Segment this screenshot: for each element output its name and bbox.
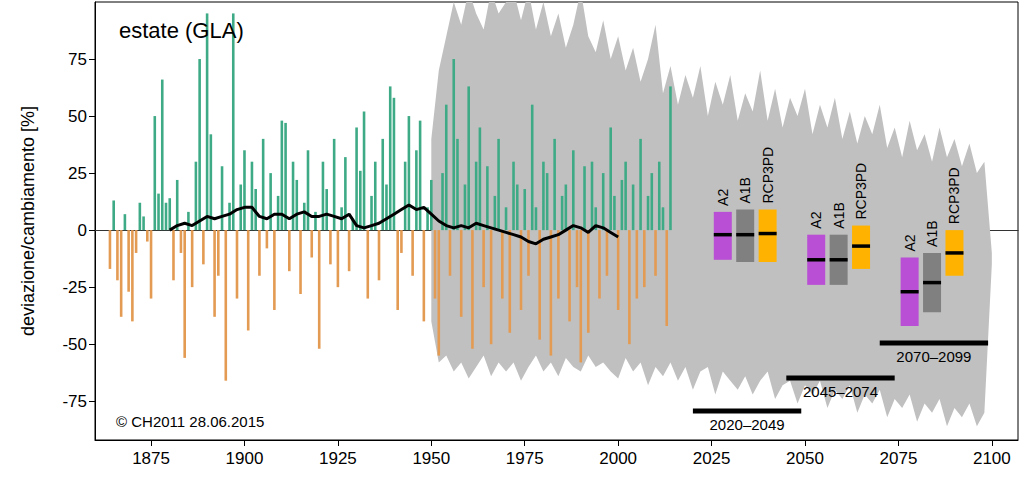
svg-text:A1B: A1B [924, 220, 940, 246]
svg-text:1900: 1900 [226, 449, 264, 468]
svg-text:25: 25 [68, 164, 87, 183]
svg-text:2050: 2050 [786, 449, 824, 468]
svg-text:50: 50 [68, 107, 87, 126]
svg-text:1875: 1875 [132, 449, 170, 468]
svg-text:RCP3PD: RCP3PD [760, 147, 776, 204]
svg-text:2020–2049: 2020–2049 [710, 416, 785, 433]
svg-text:1975: 1975 [506, 449, 544, 468]
svg-text:RCP3PD: RCP3PD [946, 167, 962, 224]
svg-text:A2: A2 [902, 234, 918, 251]
svg-text:-50: -50 [62, 335, 87, 354]
svg-text:© CH2011 28.06.2015: © CH2011 28.06.2015 [116, 413, 264, 430]
svg-text:A2: A2 [808, 211, 824, 228]
svg-text:75: 75 [68, 50, 87, 69]
svg-text:2045–2074: 2045–2074 [803, 383, 878, 400]
svg-text:2100: 2100 [973, 449, 1011, 468]
svg-text:A1B: A1B [831, 202, 847, 228]
svg-text:estate (GLA): estate (GLA) [119, 18, 244, 43]
svg-text:-75: -75 [62, 392, 87, 411]
svg-text:RCP3PD: RCP3PD [853, 163, 869, 220]
svg-text:A2: A2 [715, 189, 731, 206]
svg-text:deviazione/cambiamento [%]: deviazione/cambiamento [%] [18, 106, 38, 336]
svg-text:2000: 2000 [599, 449, 637, 468]
svg-text:1950: 1950 [412, 449, 450, 468]
svg-text:1925: 1925 [319, 449, 357, 468]
svg-text:0: 0 [78, 221, 87, 240]
svg-text:A1B: A1B [737, 177, 753, 203]
svg-text:2070–2099: 2070–2099 [896, 348, 971, 365]
svg-text:-25: -25 [62, 278, 87, 297]
svg-text:2025: 2025 [693, 449, 731, 468]
svg-text:2075: 2075 [880, 449, 918, 468]
